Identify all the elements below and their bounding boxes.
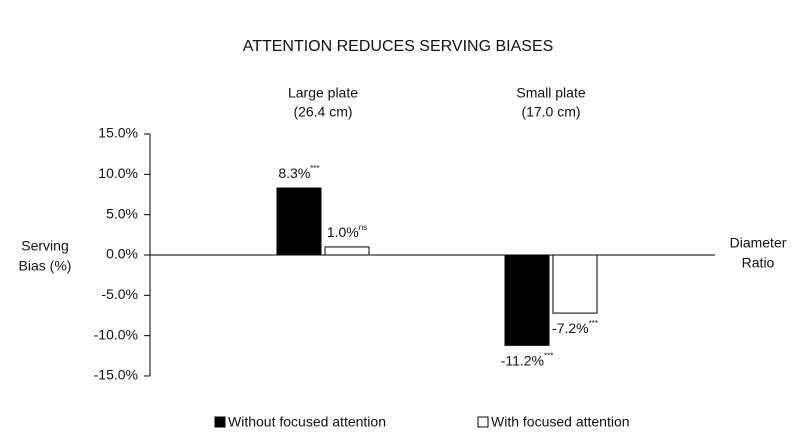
bar bbox=[552, 254, 598, 314]
chart-title: ATTENTION REDUCES SERVING BIASES bbox=[243, 38, 554, 55]
value-label: -11.2%*** bbox=[501, 351, 554, 368]
y-tick-label: 0.0% bbox=[106, 246, 138, 262]
y-tick-label: -5.0% bbox=[101, 286, 138, 302]
value-label-text: 8.3% bbox=[278, 165, 310, 181]
value-label: -7.2%*** bbox=[552, 319, 598, 336]
y-axis-label: Serving bbox=[21, 238, 68, 254]
bar bbox=[504, 254, 550, 346]
value-label-text: -11.2% bbox=[501, 352, 544, 368]
legend-label: Without focused attention bbox=[228, 414, 386, 430]
legend-swatch bbox=[477, 416, 489, 428]
y-tick-label: 5.0% bbox=[106, 205, 138, 221]
legend-swatch bbox=[214, 416, 226, 428]
x-axis-label: Diameter bbox=[730, 235, 787, 251]
legend-label: With focused attention bbox=[491, 414, 630, 430]
y-tick-label: 10.0% bbox=[98, 165, 138, 181]
category-detail: (26.4 cm) bbox=[293, 104, 352, 120]
x-axis-label: Ratio bbox=[742, 255, 775, 271]
value-label: 8.3%*** bbox=[278, 164, 319, 181]
value-label-text: 1.0% bbox=[327, 224, 359, 240]
bar bbox=[324, 246, 370, 256]
significance: *** bbox=[544, 351, 553, 360]
significance: *** bbox=[310, 164, 319, 173]
significance: ns bbox=[359, 223, 367, 232]
category-label: Small plate bbox=[516, 85, 585, 101]
y-tick-label: -15.0% bbox=[94, 367, 138, 383]
bar bbox=[276, 187, 322, 256]
value-label: 1.0%ns bbox=[327, 223, 367, 240]
value-label-text: -7.2% bbox=[552, 320, 589, 336]
significance: *** bbox=[589, 319, 598, 328]
y-tick-label: 15.0% bbox=[98, 125, 138, 141]
category-label: Large plate bbox=[288, 85, 358, 101]
category-detail: (17.0 cm) bbox=[521, 104, 580, 120]
y-tick-label: -10.0% bbox=[94, 326, 138, 342]
y-axis-label: Bias (%) bbox=[19, 258, 72, 274]
